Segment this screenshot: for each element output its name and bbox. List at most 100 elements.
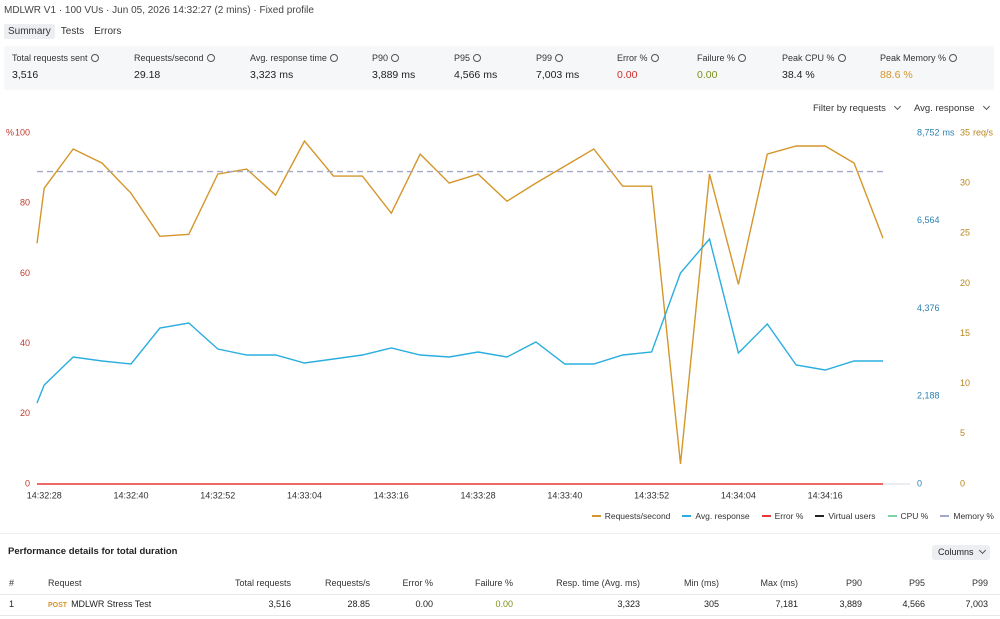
legend-swatch — [761, 515, 771, 517]
stat: Peak Memory % 88.6 % — [880, 53, 958, 81]
legend-label: Requests/second — [604, 511, 671, 521]
stat-value: 3,889 ms — [372, 69, 416, 81]
x-tick-label: 14:32:40 — [113, 490, 148, 500]
header-cell: Min (ms) — [684, 578, 719, 588]
y-tick-label: 80 — [20, 198, 30, 208]
stat: Total requests sent 3,516 — [12, 53, 99, 81]
stat: P90 3,889 ms — [372, 53, 415, 81]
legend-item[interactable]: Requests/second — [591, 511, 671, 521]
stat-label: Peak CPU % — [782, 53, 846, 63]
legend-label: Virtual users — [828, 511, 876, 521]
filter-label: Filter by requests — [813, 103, 886, 114]
stat-label-text: Avg. response time — [250, 53, 327, 63]
y3-tick-label: 10 — [960, 378, 970, 388]
divider — [0, 533, 1000, 534]
method-badge: POST — [48, 602, 68, 609]
stat-label-text: Peak Memory % — [880, 53, 947, 63]
legend-item[interactable]: Error % — [761, 511, 804, 521]
request-name: MDLWR Stress Test — [71, 599, 152, 609]
header-cell: P99 — [971, 578, 988, 588]
cell: 3,323 — [617, 599, 640, 609]
cell: 0.00 — [495, 599, 513, 609]
legend-swatch — [940, 515, 950, 517]
stat: Error % 0.00 — [617, 53, 659, 81]
tab[interactable]: Summary — [4, 24, 55, 39]
y3-tick-label: 5 — [960, 428, 965, 438]
metric-dropdown[interactable]: Avg. response — [914, 102, 990, 114]
stat-label-text: P99 — [536, 53, 553, 63]
x-tick-label: 14:34:04 — [721, 490, 756, 500]
stat-value: 3,516 — [12, 69, 39, 81]
table-title: Performance details for total duration — [8, 546, 178, 557]
stat-value: 4,566 ms — [454, 69, 498, 81]
cell: 7,003 — [965, 599, 988, 609]
stat: Peak CPU % 38.4 % — [782, 53, 846, 81]
series-line — [36, 237, 883, 404]
legend-label: Avg. response — [695, 511, 750, 521]
header-cell: P90 — [845, 578, 862, 588]
stat-label-text: Requests/second — [134, 53, 204, 63]
legend-label: Error % — [774, 511, 804, 521]
stat-value: 88.6 % — [880, 69, 913, 81]
y-tick-label: 60 — [20, 268, 30, 278]
stat-value: 38.4 % — [782, 69, 815, 81]
stat-label: Avg. response time — [250, 53, 338, 63]
info-icon — [206, 54, 215, 62]
legend-item[interactable]: CPU % — [887, 511, 929, 521]
legend-item[interactable]: Avg. response — [682, 511, 750, 521]
header-cell: Resp. time (Avg. ms) — [556, 578, 640, 588]
info-icon — [555, 54, 564, 62]
tab[interactable]: Errors — [94, 26, 122, 37]
info-icon — [391, 54, 400, 62]
stat-label: Requests/second — [134, 53, 215, 63]
tab[interactable]: Tests — [60, 26, 85, 37]
legend-item[interactable]: Virtual users — [815, 511, 876, 521]
x-tick-label: 14:33:28 — [461, 490, 496, 500]
legend-label: CPU % — [900, 511, 929, 521]
columns-label: Columns — [938, 547, 974, 557]
legend-swatch — [591, 515, 601, 517]
stat: Requests/second 29.18 — [134, 53, 215, 81]
y-tick-label: 100 — [15, 127, 30, 137]
legend-swatch — [887, 515, 897, 517]
y2-tick-label: 0 — [917, 478, 922, 488]
y2-tick-label: 6,564 — [917, 215, 940, 225]
info-icon — [738, 54, 747, 62]
y3-tick-label: 35 — [960, 127, 970, 137]
stat: P99 7,003 ms — [536, 53, 579, 81]
info-icon — [90, 54, 99, 62]
cell: 3,889 — [839, 599, 862, 609]
stat-value: 7,003 ms — [536, 69, 580, 81]
run-title: MDLWR V1 · 100 VUs · Jun 05, 2026 14:32:… — [4, 5, 314, 16]
stat-value: 29.18 — [134, 69, 161, 81]
x-tick-label: 14:32:52 — [200, 490, 235, 500]
header-cell: Total requests — [234, 578, 291, 588]
table: # Request Total requests Requests/s Error % F… — [0, 574, 1000, 616]
y3-unit: req/s — [973, 127, 994, 137]
chevron — [893, 102, 901, 111]
legend-swatch — [815, 515, 825, 517]
stat-label: P99 — [536, 53, 579, 63]
cell: 305 — [703, 599, 719, 609]
header-cell: Error % — [402, 578, 433, 588]
stat-label: P95 — [454, 53, 497, 63]
legend-item[interactable]: Memory % — [940, 511, 994, 521]
stat: Failure % 0.00 — [697, 53, 747, 81]
stat-label: Total requests sent — [12, 53, 99, 63]
stat-label: Failure % — [697, 53, 747, 63]
columns-button[interactable]: Columns — [932, 545, 990, 560]
cell: 4,566 — [902, 599, 925, 609]
filter-dropdown[interactable]: Filter by requests — [813, 102, 901, 114]
cell: 7,181 — [775, 599, 798, 609]
stat-label-text: P95 — [454, 53, 471, 63]
table-row[interactable]: 1 POST MDLWR Stress Test 3,516 28.85 0.00 0.00… — [0, 595, 1000, 616]
x-tick-label: 14:33:52 — [634, 490, 669, 500]
x-tick-label: 14:33:40 — [547, 490, 582, 500]
stat-label: P90 — [372, 53, 415, 63]
table-header: # Request Total requests Requests/s Error % F… — [0, 574, 1000, 595]
y3-tick-label: 20 — [960, 278, 970, 288]
stat-label-text: Failure % — [697, 53, 736, 63]
header-cell: Max (ms) — [760, 578, 799, 588]
stat: Avg. response time 3,323 ms — [250, 53, 338, 81]
stat-label-text: Total requests sent — [12, 53, 88, 63]
